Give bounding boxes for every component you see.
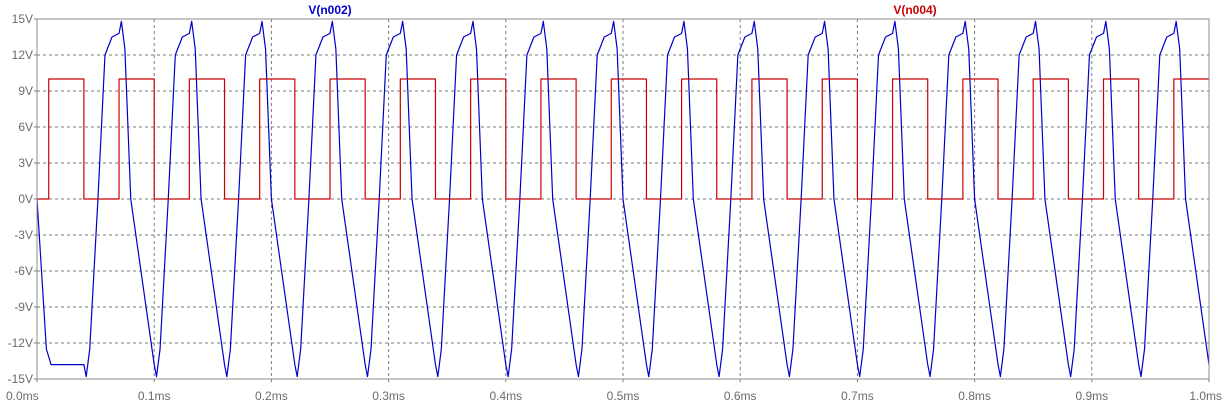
- x-tick-label: 0.0ms: [6, 389, 39, 403]
- y-tick-label: 3V: [18, 156, 33, 170]
- y-tick-label: -6V: [14, 264, 33, 278]
- y-tick-label: 12V: [12, 48, 33, 62]
- x-tick-label: 0.6ms: [724, 389, 757, 403]
- x-tick-label: 0.1ms: [138, 389, 171, 403]
- legend-entry-v-n004[interactable]: V(n004): [893, 3, 936, 17]
- y-tick-label: 0V: [18, 192, 33, 206]
- y-tick-label: -9V: [14, 300, 33, 314]
- x-axis-tick-labels: 0.0ms 0.1ms 0.2ms 0.3ms 0.4ms 0.5ms 0.6ms 0.7ms…: [6, 389, 1222, 403]
- x-tick-label: 0.3ms: [372, 389, 405, 403]
- plot-frame: [36, 18, 1210, 380]
- y-tick-label: -12V: [8, 336, 33, 350]
- y-tick-label: 15V: [12, 12, 33, 26]
- series-traces: [36, 20, 1210, 378]
- series-line-v-n004: [37, 78, 1209, 200]
- x-tick-label: 0.4ms: [489, 389, 522, 403]
- y-tick-label: -3V: [14, 228, 33, 242]
- x-tick-label: 0.2ms: [255, 389, 288, 403]
- x-tick-label: 1.0ms: [1189, 389, 1222, 403]
- x-tick-label: 0.5ms: [607, 389, 640, 403]
- y-tick-label: 9V: [18, 84, 33, 98]
- x-tick-label: 0.7ms: [841, 389, 874, 403]
- series-line-v-n002: [36, 20, 1210, 378]
- y-tick-label: -15V: [8, 372, 33, 386]
- y-axis-tick-labels: 15V 12V 9V 6V 3V 0V -3V -6V -9V -12V -15V: [8, 12, 33, 386]
- x-tick-label: 0.8ms: [958, 389, 991, 403]
- y-tick-label: 6V: [18, 120, 33, 134]
- x-tick-label: 0.9ms: [1075, 389, 1108, 403]
- legend-entry-v-n002[interactable]: V(n002): [308, 3, 351, 17]
